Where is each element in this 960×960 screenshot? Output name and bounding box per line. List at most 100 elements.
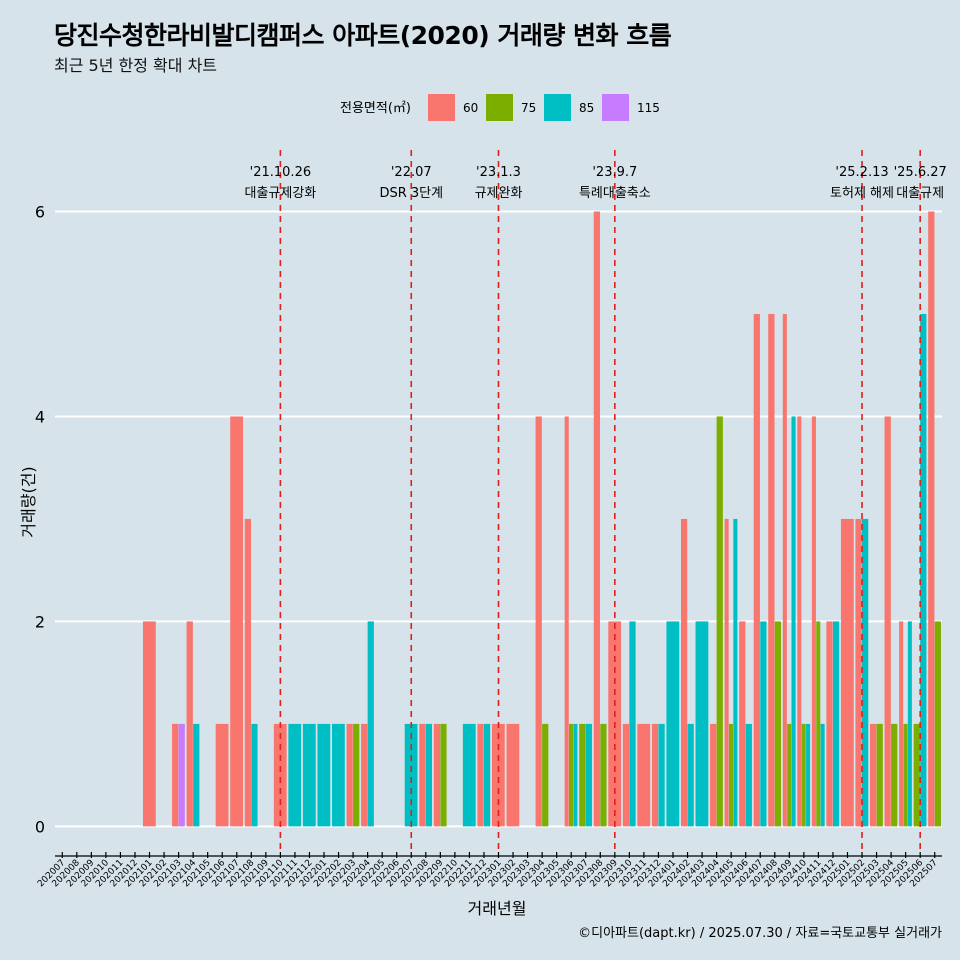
bar-202108-85: [251, 723, 258, 827]
y-tick-label: 4: [35, 407, 45, 426]
x-axis-label: 거래년월: [468, 899, 527, 918]
bar-202311-60: [637, 723, 651, 827]
bar-202204-85: [367, 621, 374, 827]
bar-202406-85: [745, 723, 752, 827]
bar-202103-60: [172, 723, 179, 827]
event-label: 토허제 해제: [830, 186, 894, 201]
bar-202412-85: [832, 621, 840, 827]
bar-202402-60: [680, 518, 688, 827]
event-label: DSR 3단계: [379, 186, 443, 201]
y-tick-label: 6: [35, 202, 45, 221]
bar-202506-75: [913, 723, 920, 827]
bar-202306-60: [564, 416, 569, 827]
bar-202308-60: [593, 211, 600, 827]
event-date: '21.10.26: [250, 165, 311, 180]
bar-202107-60: [230, 416, 244, 827]
bar-202505-60: [899, 621, 904, 827]
bar-202203-60: [346, 723, 353, 827]
legend-swatch-85: [544, 94, 571, 121]
bar-202208-60: [419, 723, 426, 827]
bar-202408-60: [768, 313, 775, 827]
event-date: '23.1.3: [476, 165, 521, 180]
bar-202411-85: [820, 723, 825, 827]
bar-202406-60: [739, 621, 746, 827]
bar-202207-85: [404, 723, 418, 827]
bar-202401-85: [666, 621, 680, 827]
bar-202212-85: [483, 723, 491, 827]
bar-202312-60: [651, 723, 659, 827]
legend-swatch-75: [486, 94, 513, 121]
y-axis-label: 거래량(건): [19, 466, 38, 537]
legend-label: 85: [579, 101, 594, 115]
bar-202212-60: [477, 723, 484, 827]
bar-202308-75: [600, 723, 607, 827]
bar-202408-75: [774, 621, 782, 827]
legend-title: 전용면적(㎡): [340, 101, 411, 116]
bar-202310-85: [629, 621, 636, 827]
bar-202504-75: [891, 723, 898, 827]
chart-title: 당진수청한라비발디캠퍼스 아파트(2020) 거래량 변화 흐름: [54, 21, 672, 50]
bar-202409-85: [791, 416, 796, 827]
bar-202307-85: [585, 723, 592, 827]
bar-202403-85: [695, 621, 709, 827]
bar-202409-60: [782, 313, 787, 827]
event-date: '22.07: [391, 165, 432, 180]
bar-202312-85: [658, 723, 665, 827]
legend-label: 115: [637, 101, 660, 115]
bar-202501-60: [840, 518, 854, 827]
bar-202503-60: [870, 723, 877, 827]
bar-202104-85: [193, 723, 200, 827]
bar-202211-85: [462, 723, 476, 827]
bars: [142, 211, 941, 827]
event-label: 규제완화: [475, 186, 523, 201]
legend-swatch-60: [428, 94, 455, 121]
bar-202411-60: [811, 416, 816, 827]
bar-202404-60: [710, 723, 717, 827]
bar-202507-75: [934, 621, 941, 827]
bar-202407-85: [760, 621, 767, 827]
bar-202304-75: [542, 723, 549, 827]
bar-202402-85: [687, 723, 694, 827]
bar-202204-60: [361, 723, 368, 827]
bar-202209-75: [440, 723, 447, 827]
bar-202104-60: [186, 621, 193, 827]
bar-202502-85: [862, 518, 869, 827]
y-tick-label: 0: [35, 817, 45, 836]
bar-202108-60: [244, 518, 252, 827]
event-date: '25.6.27: [894, 165, 947, 180]
bar-202202-85: [332, 723, 345, 827]
bar-202302-60: [506, 723, 520, 827]
bar-202103-115: [178, 723, 185, 827]
bar-202405-85: [733, 518, 738, 827]
bar-202506-85: [920, 313, 927, 827]
bar-202407-60: [753, 313, 760, 827]
bar-202306-85: [573, 723, 578, 827]
bar-202405-75: [728, 723, 734, 827]
bar-202409-75: [787, 723, 792, 827]
bar-202503-75: [876, 723, 883, 827]
bar-202201-85: [317, 723, 331, 827]
bar-202411-75: [816, 621, 821, 827]
bar-202410-85: [806, 723, 811, 827]
bar-202301-60: [491, 723, 505, 827]
event-label: 대출규제강화: [245, 186, 317, 201]
bar-202306-75: [569, 723, 574, 827]
bar-202203-75: [353, 723, 360, 827]
chart-subtitle: 최근 5년 한정 확대 차트: [54, 56, 218, 75]
bar-202307-75: [579, 723, 586, 827]
bar-202111-85: [288, 723, 302, 827]
bar-202106-60: [215, 723, 229, 827]
bar-202410-75: [801, 723, 806, 827]
event-date: '25.2.13: [835, 165, 888, 180]
bar-202209-60: [433, 723, 441, 827]
event-label: 대출규제: [896, 186, 944, 201]
bar-202502-60: [855, 518, 862, 827]
bar-202412-60: [826, 621, 833, 827]
bar-202304-60: [535, 416, 542, 827]
bar-202410-60: [797, 416, 802, 827]
bar-202404-75: [716, 416, 723, 827]
legend: 전용면적(㎡) 60 75 85 115: [340, 94, 660, 121]
bar-202310-60: [622, 723, 630, 827]
bar-202101-60: [142, 621, 156, 827]
